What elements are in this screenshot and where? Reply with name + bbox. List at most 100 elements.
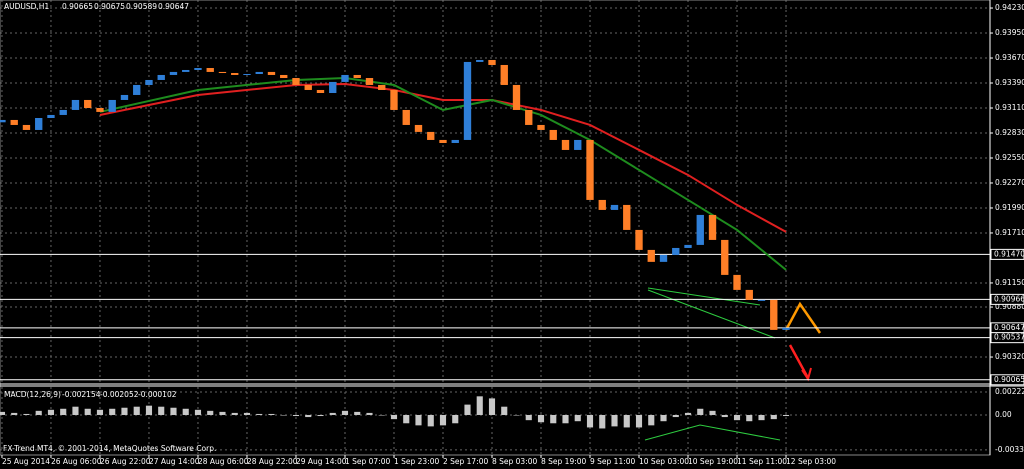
macd-bar: [464, 404, 471, 415]
macd-bar: [305, 414, 312, 418]
macd-bar: [586, 414, 594, 428]
macd-bar: [709, 410, 716, 415]
macd-bar: [292, 414, 300, 417]
macd-bar: [341, 410, 349, 415]
candle: [770, 299, 778, 330]
candle: [427, 131, 435, 140]
candle: [586, 139, 594, 200]
macd-divergence: [644, 424, 781, 441]
macd-bar: [684, 412, 692, 415]
candle: [402, 109, 410, 125]
macd-reading: -0.002052: [100, 390, 139, 399]
macd-bar: [439, 414, 447, 426]
candle: [451, 139, 459, 143]
candle: [378, 84, 386, 90]
macd-bar: [317, 414, 324, 417]
candle: [0, 119, 6, 123]
y-tick-label: 0.91990: [995, 203, 1024, 212]
candle: [10, 119, 18, 125]
candle: [133, 84, 141, 95]
x-tick-label: 10 Sep 19:00: [688, 457, 738, 466]
macd-bar: [23, 413, 30, 415]
level-label-box: [990, 332, 1024, 344]
macd-bar: [501, 406, 508, 415]
candle: [439, 139, 447, 143]
x-tick-label: 28 Aug 06:00: [198, 457, 249, 466]
candle: [598, 199, 606, 210]
macd-bar: [231, 412, 238, 415]
x-tick-label: 8 Sep 03:00: [492, 457, 538, 466]
divergence-line: [647, 289, 776, 339]
candle: [512, 84, 521, 110]
y-tick-label: 0.94230: [995, 3, 1024, 12]
candle: [218, 71, 227, 74]
candle: [390, 89, 398, 110]
x-tick-label: 27 Aug 14:00: [149, 457, 200, 466]
macd-bar: [550, 414, 557, 424]
macd-bar: [562, 414, 569, 424]
candle: [329, 81, 337, 94]
macd-bar: [623, 414, 630, 428]
macd-bar: [758, 414, 765, 421]
level-label: 0.90537: [994, 333, 1024, 342]
chart-title: AUDUSD,H1: [4, 2, 49, 11]
arrow-head: [801, 367, 812, 382]
macd-tick-label: 0.00: [995, 410, 1012, 419]
x-tick-label: 9 Sep 11:00: [590, 457, 636, 466]
macd-tick-label: -0.00337: [995, 445, 1024, 454]
candle: [745, 289, 753, 300]
candle: [733, 274, 741, 290]
candle: [316, 89, 325, 94]
y-tick-label: 0.92270: [995, 178, 1024, 187]
macd-bar: [599, 414, 606, 429]
candle: [635, 229, 643, 250]
candle: [696, 214, 704, 245]
x-tick-label: 29 Aug 14:00: [296, 457, 347, 466]
macd-bar: [280, 414, 287, 416]
candle: [255, 71, 263, 74]
macd-bar: [72, 406, 79, 415]
candle: [549, 129, 557, 140]
candle: [574, 139, 582, 150]
macd-bar: [672, 414, 679, 418]
candle: [22, 124, 31, 130]
macd-bar: [648, 414, 655, 426]
macd-bar: [488, 398, 496, 415]
candle: [243, 73, 251, 75]
candle: [476, 59, 484, 62]
candle: [708, 214, 717, 240]
y-tick-label: 0.91710: [995, 228, 1024, 237]
macd-bar: [354, 411, 361, 415]
candle: [721, 239, 729, 275]
frame: [0, 0, 991, 456]
macd-bar: [525, 414, 532, 421]
macd-bar: [366, 412, 373, 415]
x-tick-label: 1 Sep 23:00: [394, 457, 440, 466]
candle: [145, 79, 153, 85]
macd-bar: [47, 409, 55, 415]
y-tick-label: 0.93390: [995, 78, 1024, 87]
ohlc-reading: 0.90647: [158, 2, 189, 11]
candle: [267, 71, 276, 75]
candle: [231, 73, 239, 75]
level-label: 0.91470: [994, 249, 1024, 258]
y-tick-label: 0.90880: [995, 302, 1024, 311]
candle: [304, 84, 312, 90]
candle: [659, 254, 668, 262]
candle: [684, 244, 692, 248]
macd-bar: [158, 406, 165, 415]
macd-reading: -0.002154: [62, 390, 101, 399]
candle: [537, 124, 545, 130]
candle: [353, 74, 361, 79]
level-label-box: [990, 248, 1024, 260]
macd-bar: [635, 414, 643, 428]
candle: [365, 78, 374, 85]
macd-bar: [268, 413, 275, 415]
ohlc-reading: 0.90665: [62, 2, 93, 11]
macd-bar: [415, 414, 422, 426]
ohlc-reading: 0.90589: [126, 2, 157, 11]
macd-bar: [35, 410, 42, 415]
macd-bar: [96, 409, 104, 415]
x-tick-label: 25 Aug 2014: [2, 457, 50, 466]
